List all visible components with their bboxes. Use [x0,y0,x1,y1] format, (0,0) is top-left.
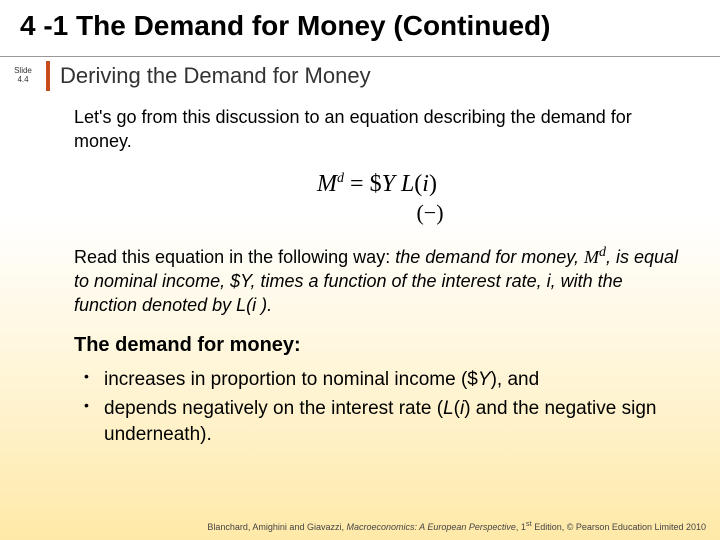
b1-b: ), and [491,369,540,390]
b1-dollar: $ [467,369,478,390]
b1-a: increases in proportion to nominal incom… [104,369,467,390]
footer-rest: , 1 [516,522,526,532]
intro-paragraph: Let's go from this discussion to an equa… [74,105,680,154]
eq-d-sup: d [337,171,344,186]
eq-i: i [422,171,429,197]
eq-Y: Y [382,171,395,197]
content-area: Let's go from this discussion to an equa… [0,91,720,447]
accent-bar [46,61,50,91]
read-i2: i [252,295,261,315]
read-dollar: $ [230,271,240,291]
equation-main: Md = $Y L(i) [317,168,437,200]
b2-L: L [443,398,454,419]
read-Y: Y [240,271,250,291]
read-M: M [584,247,599,267]
subtitle: Deriving the Demand for Money [60,63,371,89]
eq-M: M [317,171,337,197]
eq-dollar: $ [370,171,382,197]
heading-demand: The demand for money: [74,332,680,359]
eq-close: ) [429,171,437,197]
subtitle-row: Slide 4.4 Deriving the Demand for Money [0,61,720,91]
b1-Y: Y [478,369,491,390]
footer-book: Macroeconomics: A European Perspective [346,522,515,532]
equation-under: (−) [74,198,680,228]
footer-citation: Blanchard, Amighini and Giavazzi, Macroe… [207,519,706,532]
footer-tail: Edition, © Pearson Education Limited 201… [532,522,706,532]
slide-number: Slide 4.4 [6,67,40,85]
eq-equals: = [344,171,370,197]
read-p1: Read this equation in the following way: [74,247,395,267]
read-d-sup: d [599,245,606,260]
list-item: increases in proportion to nominal incom… [82,367,680,393]
read-p3b: , times a function of the interest rate, [250,271,546,291]
read-L: L [236,295,246,315]
bullet-list: increases in proportion to nominal incom… [74,367,680,448]
eq-L: L [401,171,414,197]
read-p2: the demand for money, [395,247,584,267]
page-title: 4 -1 The Demand for Money (Continued) [20,10,700,42]
list-item: depends negatively on the interest rate … [82,396,680,447]
footer-authors: Blanchard, Amighini and Giavazzi, [207,522,346,532]
equation: Md = $Y L(i) (−) [74,168,680,228]
read-dot: . [267,295,272,315]
title-bar: 4 -1 The Demand for Money (Continued) [0,0,720,57]
b2-a: depends negatively on the interest rate … [104,398,443,419]
read-paragraph: Read this equation in the following way:… [74,244,680,318]
slide-label-num: 4.4 [6,76,40,85]
